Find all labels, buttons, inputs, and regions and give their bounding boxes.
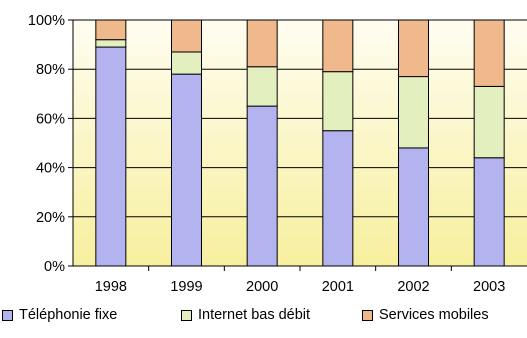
y-tick-labels: 0% 20% 40% 60% 80% 100% xyxy=(28,13,65,275)
y-tick-label: 60% xyxy=(36,111,65,127)
y-tick-label: 100% xyxy=(28,13,65,29)
bar-segment-1998-s0 xyxy=(95,46,127,267)
bar-segment-2003-s1 xyxy=(473,85,505,159)
gridlines xyxy=(73,19,527,218)
legend-item-services-mobiles: Services mobiles xyxy=(362,307,489,323)
legend-label-telephonie-fixe: Téléphonie fixe xyxy=(19,307,118,323)
x-tick-label: 2000 xyxy=(246,279,278,295)
x-tick-label: 2002 xyxy=(397,279,429,295)
x-tick-label: 2003 xyxy=(473,279,505,295)
bar-segment-1999-s2 xyxy=(171,19,202,53)
x-tick-label: 1999 xyxy=(170,279,202,295)
bar-segment-2003-s0 xyxy=(473,157,505,267)
plot-area xyxy=(73,20,527,266)
bar-segment-2003-s2 xyxy=(473,19,505,87)
bar-segment-2000-s0 xyxy=(246,105,278,267)
legend-swatch-services-mobiles xyxy=(362,309,373,321)
axes xyxy=(68,19,527,271)
legend-swatch-telephonie-fixe xyxy=(2,309,13,321)
bar-segment-1998-s2 xyxy=(95,19,127,41)
y-tick-label: 20% xyxy=(36,210,65,226)
legend-item-telephonie-fixe: Téléphonie fixe xyxy=(2,307,117,323)
bar-segment-2002-s0 xyxy=(398,147,429,267)
y-tick-label: 0% xyxy=(44,259,65,275)
bar-segment-2000-s1 xyxy=(246,66,278,107)
x-tick-label: 1998 xyxy=(95,279,127,295)
bar-segment-1998-s1 xyxy=(95,39,127,48)
y-tick-label: 40% xyxy=(36,161,65,177)
bar-segment-2002-s2 xyxy=(398,19,429,78)
legend: Téléphonie fixe Internet bas débit Servi… xyxy=(0,307,527,329)
bar-segment-2000-s2 xyxy=(246,19,278,68)
bar-segment-2001-s0 xyxy=(322,130,354,267)
bar-segment-2001-s1 xyxy=(322,71,354,132)
bar-segment-1999-s1 xyxy=(171,51,202,75)
bar-segment-2002-s1 xyxy=(398,76,429,149)
bar-segment-2001-s2 xyxy=(322,19,354,73)
legend-label-internet-bas-debit: Internet bas débit xyxy=(198,307,311,323)
x-tick-label: 2001 xyxy=(322,279,354,295)
y-tick-label: 80% xyxy=(36,62,65,78)
legend-swatch-internet-bas-debit xyxy=(181,309,192,321)
bars xyxy=(95,19,505,267)
x-tick-labels: 1998 1999 2000 2001 2002 2003 xyxy=(95,279,506,295)
legend-label-services-mobiles: Services mobiles xyxy=(379,307,489,323)
legend-item-internet-bas-debit: Internet bas débit xyxy=(181,307,310,323)
bar-segment-1999-s0 xyxy=(171,73,202,267)
